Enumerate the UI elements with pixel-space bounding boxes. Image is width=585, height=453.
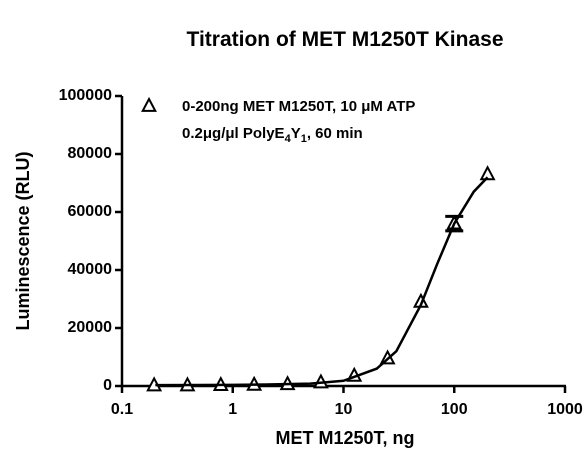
legend-marker <box>141 96 157 112</box>
x-tick-label: 0.1 <box>111 401 133 418</box>
x-tick-label: 10 <box>335 401 353 418</box>
y-tick-label: 40000 <box>68 261 113 278</box>
x-axis-label: MET M1250T, ng <box>275 428 414 448</box>
y-tick-label: 20000 <box>68 319 113 336</box>
data-point <box>479 165 496 181</box>
legend-note-part: , 60 min <box>307 125 363 142</box>
y-axis-label: Luminescence (RLU) <box>13 151 33 330</box>
y-tick-label: 0 <box>103 377 112 394</box>
y-tick-label: 80000 <box>68 145 113 162</box>
x-tick-label: 1 <box>228 401 237 418</box>
legend-note-sub: 4 <box>285 133 292 145</box>
legend-note: 0.2μg/μl PolyE4Y1, 60 min <box>182 125 363 145</box>
y-tick-label: 60000 <box>68 203 113 220</box>
legend-note-part: Y <box>291 125 301 142</box>
legend-label: 0-200ng MET M1250T, 10 μM ATP <box>182 98 415 115</box>
fit-curve <box>155 176 489 387</box>
legend-note-part: 0.2μg/μl PolyE <box>182 125 285 142</box>
y-tick-label: 100000 <box>59 87 112 104</box>
x-tick-label: 100 <box>441 401 468 418</box>
x-tick-label: 1000 <box>547 401 583 418</box>
legend-note-sub: 1 <box>301 133 307 145</box>
chart-title: Titration of MET M1250T Kinase <box>187 28 504 51</box>
